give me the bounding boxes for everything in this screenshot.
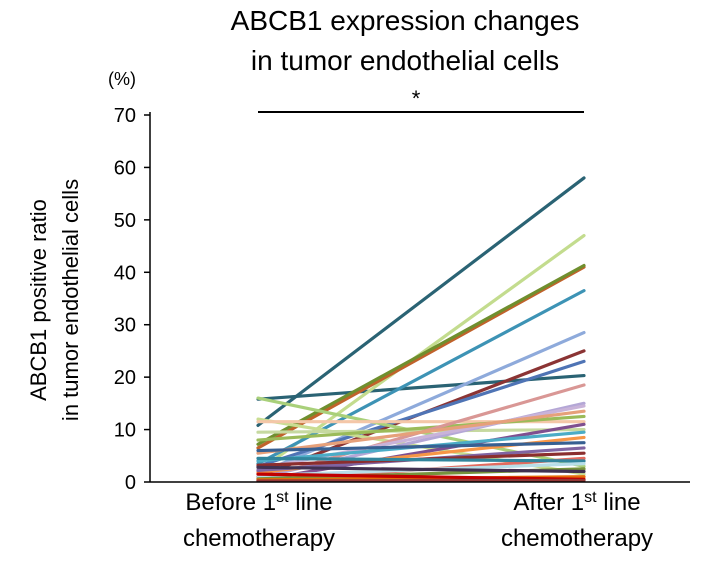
series-line-32 [256, 478, 586, 483]
y-tick-label: 20 [114, 367, 136, 389]
y-axis-ticks: 0 10 20 30 40 50 60 70 [114, 105, 150, 494]
series-line-14 [256, 414, 586, 442]
y-axis-label-line-2: in tumor endothelial cells [58, 179, 83, 421]
series-line-22 [256, 441, 586, 453]
series-line-1 [256, 176, 586, 427]
series-line-29 [256, 465, 586, 474]
series-line-18 [256, 409, 586, 455]
series-line-31 [256, 472, 586, 481]
y-tick-label: 60 [114, 157, 136, 179]
category-label-before: Before 1st line [185, 489, 332, 517]
category-label-before-line-2: chemotherapy [183, 525, 335, 552]
y-tick-label: 10 [114, 420, 136, 442]
series-line-26 [256, 456, 586, 463]
y-tick-label: 70 [114, 105, 136, 127]
series-line-4 [256, 265, 586, 450]
y-unit-label: (%) [108, 69, 136, 89]
chart-title-line-1: ABCB1 expression changes [231, 5, 580, 36]
category-label-after: After 1st line [513, 489, 640, 517]
significance-marker: * [412, 86, 421, 111]
y-tick-label: 40 [114, 262, 136, 284]
data-series [256, 176, 586, 483]
y-tick-label: 50 [114, 210, 136, 232]
series-line-5 [256, 263, 586, 446]
chart-title-line-2: in tumor endothelial cells [251, 45, 559, 76]
series-line-19 [256, 422, 586, 483]
category-label-after-line-2: chemotherapy [501, 525, 653, 552]
y-tick-label: 30 [114, 315, 136, 337]
y-axis-label-line-1: ABCB1 positive ratio [26, 199, 51, 401]
y-tick-label: 0 [125, 472, 136, 494]
